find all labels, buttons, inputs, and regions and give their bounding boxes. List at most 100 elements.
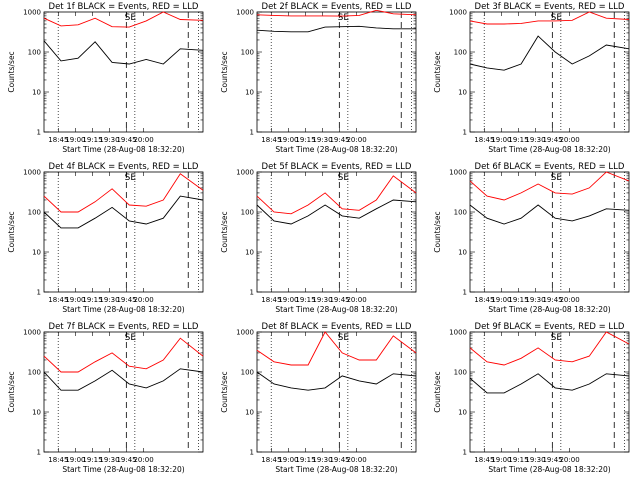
x-axis-label: Start Time (28-Aug-08 18:32:20) (275, 465, 397, 474)
y-tick-label: 10 (458, 89, 467, 97)
x-tick-label: 19:00 (278, 296, 298, 304)
x-tick-label: 20:00 (346, 456, 366, 464)
x-tick-label: 19:45 (329, 296, 349, 304)
y-tick-label: 1 (37, 289, 41, 297)
x-tick-label: 18:45 (48, 296, 68, 304)
x-tick-label: 19:45 (542, 136, 562, 144)
panel-title: Det 8f BLACK = Events, RED = LLD (262, 322, 412, 332)
panel-title: Det 3f BLACK = Events, RED = LLD (475, 2, 625, 12)
det-panel-6: Det 6f BLACK = Events, RED = LLD 1 10 100 10… (433, 162, 630, 314)
y-tick-label: 10 (32, 89, 41, 97)
x-tick-label: 19:00 (65, 296, 85, 304)
plot-frame (43, 331, 204, 453)
plot-frame (43, 11, 204, 133)
events-series-line (43, 368, 204, 391)
y-tick-label: 10 (245, 89, 254, 97)
y-tick-label: 100 (28, 49, 41, 57)
x-tick-label: 19:45 (116, 456, 136, 464)
events-series-line (43, 195, 204, 229)
y-tick-label: 1 (463, 129, 467, 137)
y-axis-label: Counts/sec (7, 211, 16, 252)
plot-frame (469, 171, 630, 293)
y-axis-label: Counts/sec (220, 51, 229, 92)
x-tick-label: 19:30 (525, 456, 545, 464)
x-axis-label: Start Time (28-Aug-08 18:32:20) (488, 305, 610, 314)
x-tick-label: 18:45 (261, 456, 281, 464)
x-tick-label: 19:45 (116, 296, 136, 304)
panel-title: Det 5f BLACK = Events, RED = LLD (262, 162, 412, 172)
x-tick-label: 19:45 (542, 296, 562, 304)
y-axis-label: Counts/sec (7, 371, 16, 412)
lld-series-line (256, 331, 417, 366)
x-tick-label: 20:00 (346, 296, 366, 304)
x-axis-label: Start Time (28-Aug-08 18:32:20) (62, 145, 184, 154)
y-tick-label: 1000 (23, 9, 41, 17)
x-axis-label: Start Time (28-Aug-08 18:32:20) (275, 305, 397, 314)
x-tick-label: 19:15 (508, 456, 528, 464)
x-axis-label: Start Time (28-Aug-08 18:32:20) (488, 145, 610, 154)
plot-frame (43, 171, 204, 293)
y-axis-label: Counts/sec (220, 371, 229, 412)
lld-series-line (43, 11, 204, 28)
x-tick-label: 19:00 (65, 456, 85, 464)
panel-title: Det 7f BLACK = Events, RED = LLD (49, 322, 199, 332)
event-marker-label: SE (125, 13, 137, 23)
y-tick-label: 1 (250, 289, 254, 297)
x-axis-label: Start Time (28-Aug-08 18:32:20) (62, 465, 184, 474)
plot-frame (469, 331, 630, 453)
y-axis-label: Counts/sec (433, 51, 442, 92)
x-tick-label: 18:45 (48, 456, 68, 464)
y-tick-label: 10 (245, 409, 254, 417)
events-series-line (469, 35, 630, 71)
panel-title: Det 2f BLACK = Events, RED = LLD (262, 2, 412, 12)
panel-title: Det 4f BLACK = Events, RED = LLD (49, 162, 199, 172)
x-tick-label: 19:30 (99, 456, 119, 464)
y-tick-label: 1000 (23, 169, 41, 177)
y-tick-label: 100 (454, 49, 467, 57)
y-axis-label: Counts/sec (433, 371, 442, 412)
x-tick-label: 19:15 (295, 296, 315, 304)
lld-series-line (469, 11, 630, 25)
det-panel-1: Det 1f BLACK = Events, RED = LLD 1 10 100 10… (7, 2, 204, 154)
event-marker-label: SE (125, 173, 137, 183)
y-tick-label: 1000 (449, 329, 467, 337)
x-tick-label: 19:30 (525, 136, 545, 144)
x-tick-label: 19:15 (508, 136, 528, 144)
x-tick-label: 18:45 (474, 296, 494, 304)
lld-series-line (256, 175, 417, 215)
y-tick-label: 1 (37, 449, 41, 457)
x-tick-label: 20:00 (133, 136, 153, 144)
x-tick-label: 19:45 (329, 456, 349, 464)
x-tick-label: 18:45 (474, 136, 494, 144)
y-axis-label: Counts/sec (220, 211, 229, 252)
lld-series-line (256, 9, 417, 17)
y-tick-label: 100 (28, 209, 41, 217)
det-panel-8: Det 8f BLACK = Events, RED = LLD 1 10 100 10… (220, 322, 417, 474)
x-tick-label: 19:00 (278, 456, 298, 464)
x-tick-label: 20:00 (346, 136, 366, 144)
event-marker-label: SE (338, 13, 350, 23)
y-tick-label: 10 (458, 409, 467, 417)
y-tick-label: 100 (241, 209, 254, 217)
det-panel-2: Det 2f BLACK = Events, RED = LLD 1 10 100 10… (220, 2, 417, 154)
lld-series-line (43, 337, 204, 373)
lld-series-line (469, 331, 630, 366)
events-series-line (469, 204, 630, 225)
events-series-line (256, 199, 417, 225)
y-tick-label: 10 (458, 249, 467, 257)
y-tick-label: 1000 (23, 329, 41, 337)
plot-frame (256, 11, 417, 133)
x-tick-label: 19:15 (295, 456, 315, 464)
x-tick-label: 19:45 (542, 456, 562, 464)
panel-title: Det 9f BLACK = Events, RED = LLD (475, 322, 625, 332)
x-tick-label: 20:00 (133, 296, 153, 304)
x-tick-label: 18:45 (261, 296, 281, 304)
x-tick-label: 19:00 (491, 456, 511, 464)
det-panel-9: Det 9f BLACK = Events, RED = LLD 1 10 100 10… (433, 322, 630, 474)
x-tick-label: 19:15 (82, 296, 102, 304)
x-axis-label: Start Time (28-Aug-08 18:32:20) (488, 465, 610, 474)
x-tick-label: 18:45 (261, 136, 281, 144)
y-tick-label: 10 (32, 249, 41, 257)
events-series-line (256, 371, 417, 391)
